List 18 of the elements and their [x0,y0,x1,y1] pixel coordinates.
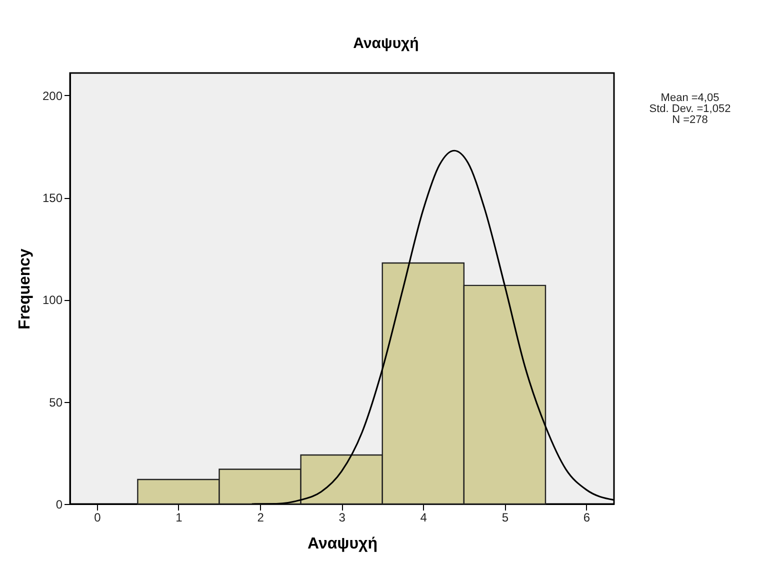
text: N =278 [672,114,708,126]
y-tick-label: 50 [49,395,63,410]
x-tick-label: 4 [420,510,428,524]
x-tick-label: 1 [176,510,183,524]
chart-title: Αναψυχή [353,35,419,52]
x-axis-title: Αναψυχή [307,536,378,552]
y-tick-label: 0 [56,498,63,512]
text: Mean =4,05 [660,92,720,104]
x-tick-label: 6 [583,510,590,524]
y-tick-label: 150 [42,191,63,206]
x-tick-label: 0 [94,510,102,524]
y-axis-title: Frequency [16,248,34,330]
text: Std. Dev. =1,052 [649,103,731,115]
y-tick-label: 200 [42,88,63,103]
x-tick-label: 2 [257,510,264,524]
y-tick-label: 100 [42,293,63,308]
x-tick-label: 3 [338,510,346,524]
x-tick-label: 5 [502,510,509,524]
